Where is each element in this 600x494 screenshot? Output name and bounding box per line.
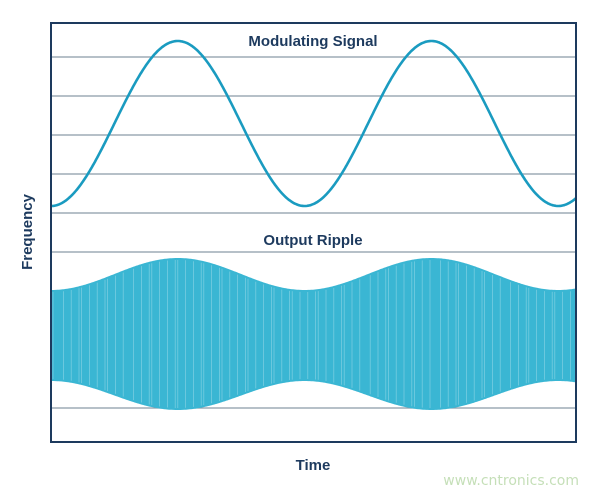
modulating-signal-line (51, 39, 577, 208)
modulating-signal-label: Modulating Signal (248, 33, 377, 50)
output-ripple-series (51, 258, 576, 410)
output-ripple-label: Output Ripple (263, 232, 362, 249)
x-axis-label: Time (296, 457, 331, 474)
plot-frame (50, 22, 577, 443)
y-axis-label: Frequency (19, 193, 36, 270)
ripple-envelope (51, 258, 576, 410)
watermark: www.cntronics.com (443, 473, 579, 489)
